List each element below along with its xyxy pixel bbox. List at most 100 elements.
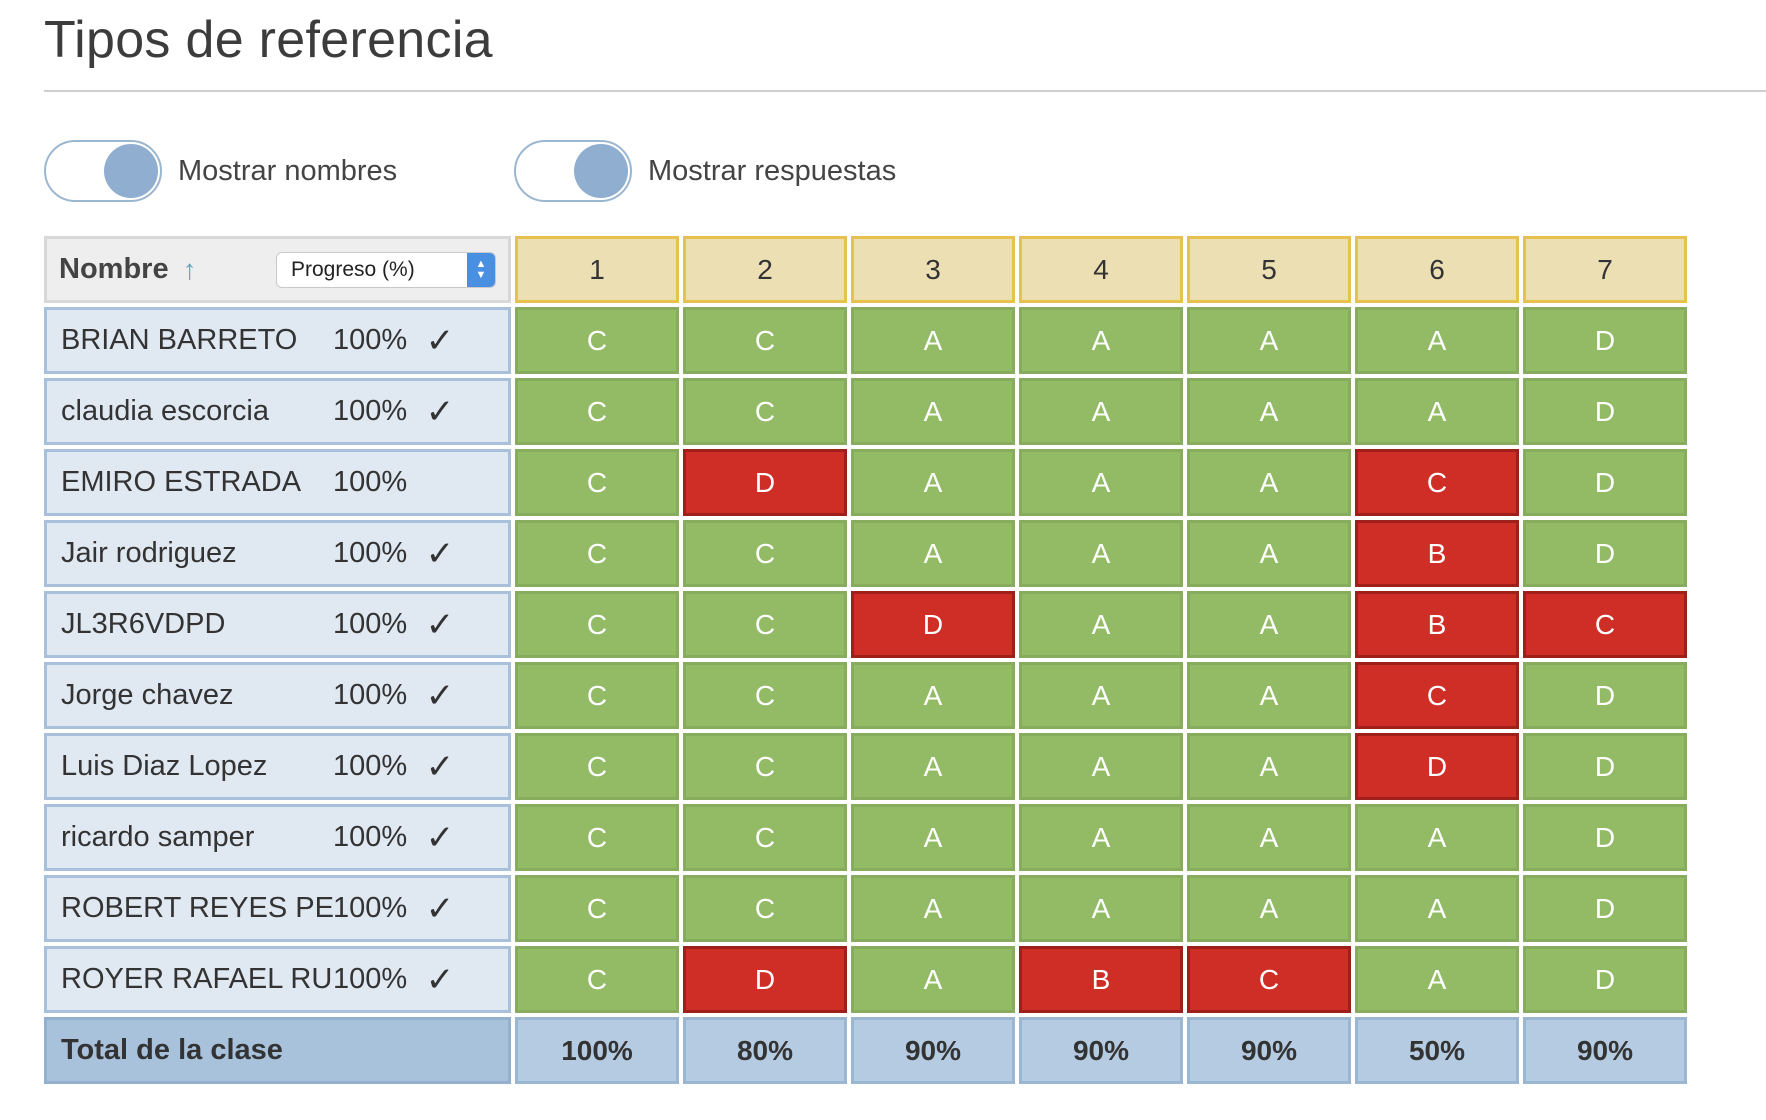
answer-correct[interactable]: A [1019,875,1183,942]
answer-incorrect[interactable]: B [1019,946,1183,1013]
answer-correct[interactable]: C [683,733,847,800]
answer-correct[interactable]: A [851,662,1015,729]
answer-correct[interactable]: D [1523,307,1687,374]
toggle-show-answers[interactable] [514,140,632,202]
student-name-cell[interactable]: Jair rodriguez 100% ✓ [44,520,511,587]
student-name-cell[interactable]: BRIAN BARRETO 100% ✓ [44,307,511,374]
answer-correct[interactable]: D [1523,804,1687,871]
answer-correct[interactable]: D [1523,378,1687,445]
name-column-header: Nombre ↑ Progreso (%) ▲ ▼ [44,236,511,303]
student-name-cell[interactable]: claudia escorcia 100% ✓ [44,378,511,445]
student-name-cell[interactable]: JL3R6VDPD 100% ✓ [44,591,511,658]
answer-incorrect[interactable]: D [1355,733,1519,800]
answer-correct[interactable]: A [1187,733,1351,800]
answer-incorrect[interactable]: D [851,591,1015,658]
question-header[interactable]: 6 [1355,236,1519,303]
answer-correct[interactable]: C [515,307,679,374]
answer-correct[interactable]: A [1187,662,1351,729]
toggle-show-answers-group: Mostrar respuestas [514,140,896,202]
answer-correct[interactable]: A [1187,875,1351,942]
answer-incorrect[interactable]: B [1355,520,1519,587]
answer-incorrect[interactable]: C [1355,662,1519,729]
question-header[interactable]: 7 [1523,236,1687,303]
answer-correct[interactable]: A [851,875,1015,942]
student-progress: 100% [333,466,408,498]
answer-correct[interactable]: A [1019,733,1183,800]
answer-correct[interactable]: A [1019,449,1183,516]
progress-select[interactable]: Progreso (%) ▲ ▼ [276,251,496,288]
answer-correct[interactable]: A [1187,449,1351,516]
answer-correct[interactable]: D [1523,733,1687,800]
student-name-cell[interactable]: ROYER RAFAEL RUIZ 100% ✓ [44,946,511,1013]
answer-correct[interactable]: A [1187,307,1351,374]
answer-incorrect[interactable]: C [1355,449,1519,516]
answer-correct[interactable]: A [1355,378,1519,445]
answer-incorrect[interactable]: D [683,946,847,1013]
answer-correct[interactable]: A [851,946,1015,1013]
toggle-show-names[interactable] [44,140,162,202]
progress-select-value: Progreso (%) [291,257,415,281]
answer-correct[interactable]: D [1523,946,1687,1013]
student-name: claudia escorcia [61,395,269,427]
answer-correct[interactable]: C [515,733,679,800]
answer-correct[interactable]: A [1187,591,1351,658]
answer-correct[interactable]: D [1523,875,1687,942]
answer-incorrect[interactable]: B [1355,591,1519,658]
answer-correct[interactable]: A [1187,804,1351,871]
answer-correct[interactable]: C [515,875,679,942]
answer-correct[interactable]: C [683,307,847,374]
answer-correct[interactable]: A [1019,591,1183,658]
answer-correct[interactable]: D [1523,662,1687,729]
answer-correct[interactable]: C [515,378,679,445]
answer-correct[interactable]: C [683,520,847,587]
answer-correct[interactable]: C [683,662,847,729]
answer-correct[interactable]: D [1523,449,1687,516]
student-name-cell[interactable]: ricardo samper 100% ✓ [44,804,511,871]
question-header[interactable]: 4 [1019,236,1183,303]
answer-correct[interactable]: A [1355,946,1519,1013]
answer-correct[interactable]: C [515,449,679,516]
answer-correct[interactable]: A [1355,804,1519,871]
student-progress: 100% [333,821,408,853]
question-header[interactable]: 2 [683,236,847,303]
student-name-cell[interactable]: EMIRO ESTRADA 100% [44,449,511,516]
answer-correct[interactable]: D [1523,520,1687,587]
answer-correct[interactable]: A [851,733,1015,800]
answer-correct[interactable]: A [851,378,1015,445]
answer-incorrect[interactable]: D [683,449,847,516]
student-name-cell[interactable]: ROBERT REYES PERALTA100% ✓ [44,875,511,942]
student-name-cell[interactable]: Luis Diaz Lopez 100% ✓ [44,733,511,800]
answer-correct[interactable]: C [683,378,847,445]
answer-correct[interactable]: C [515,591,679,658]
answer-correct[interactable]: A [1019,520,1183,587]
answer-correct[interactable]: A [1019,378,1183,445]
answer-correct[interactable]: A [1355,307,1519,374]
sort-by-name[interactable]: Nombre ↑ [59,253,197,286]
answer-correct[interactable]: C [683,591,847,658]
question-header[interactable]: 5 [1187,236,1351,303]
answer-correct[interactable]: A [1019,307,1183,374]
results-table: Nombre ↑ Progreso (%) ▲ ▼ 1 2 3 4 5 6 7 B… [44,234,1687,1086]
answer-correct[interactable]: A [851,520,1015,587]
answer-correct[interactable]: A [851,307,1015,374]
answer-incorrect[interactable]: C [1523,591,1687,658]
answer-correct[interactable]: C [683,804,847,871]
answer-incorrect[interactable]: C [1187,946,1351,1013]
answer-correct[interactable]: A [851,804,1015,871]
answer-correct[interactable]: A [851,449,1015,516]
answer-correct[interactable]: A [1187,378,1351,445]
question-header[interactable]: 3 [851,236,1015,303]
answer-correct[interactable]: A [1187,520,1351,587]
answer-correct[interactable]: A [1355,875,1519,942]
student-name-cell[interactable]: Jorge chavez 100% ✓ [44,662,511,729]
answer-correct[interactable]: C [515,662,679,729]
question-header[interactable]: 1 [515,236,679,303]
answer-correct[interactable]: C [515,520,679,587]
answer-correct[interactable]: A [1019,804,1183,871]
answer-correct[interactable]: C [515,946,679,1013]
class-total-value: 90% [1523,1017,1687,1084]
answer-correct[interactable]: C [515,804,679,871]
answer-correct[interactable]: A [1019,662,1183,729]
student-name: BRIAN BARRETO [61,324,298,356]
answer-correct[interactable]: C [683,875,847,942]
